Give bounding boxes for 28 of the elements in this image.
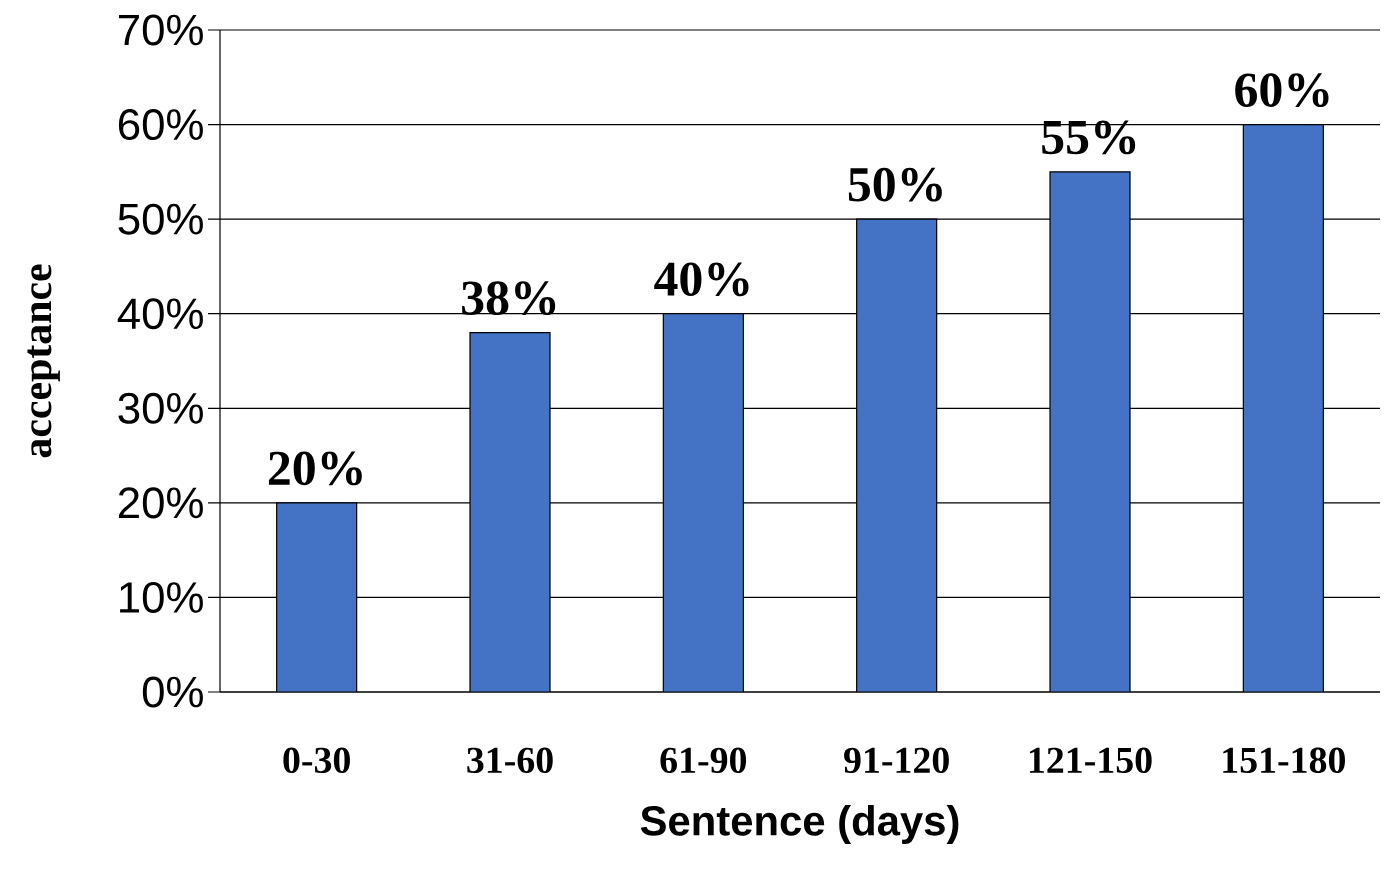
y-tick-label: 0% [142, 676, 203, 708]
y-tick-label: 20% [118, 487, 203, 519]
y-tick-label: 30% [118, 392, 203, 424]
y-axis-title: acceptance [27, 264, 60, 458]
x-tick-label: 121-150 [1029, 747, 1152, 774]
y-tick-label: 60% [118, 109, 203, 141]
y-tick-label: 40% [117, 298, 203, 330]
bar [469, 332, 551, 693]
data-label: 55% [1042, 120, 1136, 155]
bar [1049, 171, 1131, 693]
data-label: 20% [268, 451, 362, 486]
data-label: 38% [462, 281, 556, 316]
y-tick-label: 10% [120, 581, 203, 613]
y-tick-label: 50% [118, 203, 203, 235]
bar [662, 313, 744, 693]
data-label: 50% [848, 167, 942, 202]
x-tick-label: 91-120 [844, 747, 949, 774]
x-tick-label: 31-60 [467, 747, 553, 774]
x-tick-label: 61-90 [660, 747, 747, 774]
x-tick-label: 0-30 [283, 747, 350, 774]
x-tick-label: 151-180 [1223, 747, 1345, 774]
bar [856, 218, 938, 693]
x-axis-title: Sentence (days) [640, 804, 959, 844]
bar [276, 502, 358, 693]
data-label: 60% [1235, 73, 1329, 108]
bar [1242, 123, 1324, 693]
y-tick-label: 70% [119, 14, 203, 46]
data-label: 40% [654, 262, 749, 297]
